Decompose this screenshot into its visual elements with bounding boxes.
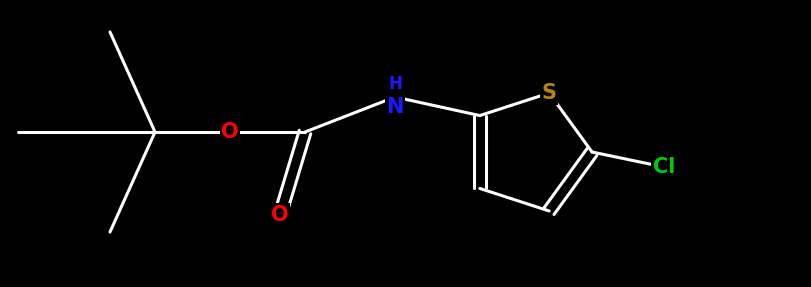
Text: O: O <box>221 122 238 142</box>
Text: S: S <box>541 83 556 103</box>
Text: O: O <box>271 205 289 225</box>
Text: H: H <box>388 75 401 93</box>
Text: N: N <box>386 97 403 117</box>
Text: Cl: Cl <box>652 157 675 177</box>
